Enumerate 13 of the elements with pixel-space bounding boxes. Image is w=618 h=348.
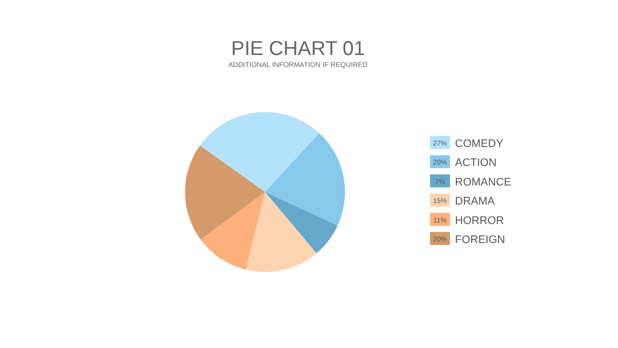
legend-label: COMEDY	[455, 138, 504, 150]
legend-label: HORROR	[455, 214, 504, 227]
pie-slice	[185, 145, 265, 240]
legend-label: DRAMA	[455, 196, 496, 208]
legend-label: ACTION	[455, 157, 497, 170]
pie-slice	[265, 133, 345, 226]
pie-slice	[246, 192, 316, 272]
pie-slice	[265, 192, 338, 254]
legend-label: FOREIGN	[455, 234, 506, 246]
pie-slice	[200, 192, 265, 270]
pie-slice	[200, 112, 320, 192]
chart-title: PIE CHART 01	[231, 38, 365, 60]
legend-label: ROMANCE	[455, 176, 512, 188]
